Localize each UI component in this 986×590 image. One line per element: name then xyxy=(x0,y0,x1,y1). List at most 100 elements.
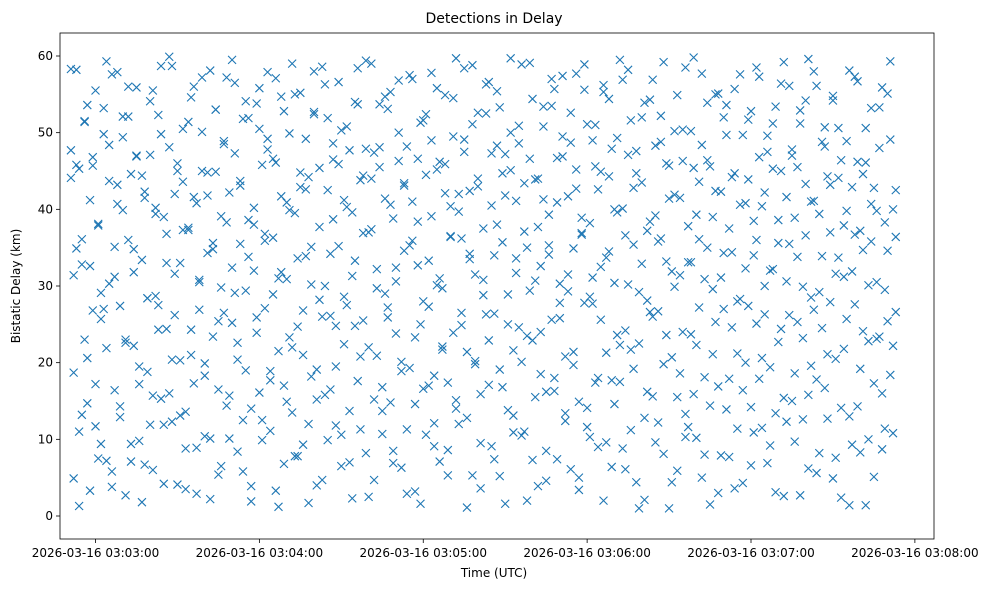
data-point xyxy=(200,371,210,381)
data-point xyxy=(394,128,404,138)
data-point xyxy=(711,317,720,327)
data-point xyxy=(637,178,647,187)
data-point xyxy=(244,252,253,262)
data-point xyxy=(427,211,436,221)
data-point xyxy=(143,367,152,377)
data-point xyxy=(268,290,278,299)
data-point xyxy=(790,369,800,378)
data-point xyxy=(514,139,524,148)
data-point xyxy=(254,124,264,134)
data-point xyxy=(407,197,417,207)
data-point xyxy=(678,327,688,337)
data-point xyxy=(468,470,477,480)
data-point xyxy=(773,238,783,248)
data-point xyxy=(724,452,734,462)
data-point xyxy=(768,119,778,128)
data-point xyxy=(776,166,786,176)
data-point xyxy=(806,361,816,371)
data-point xyxy=(645,95,655,105)
data-point xyxy=(885,56,895,66)
data-point xyxy=(500,149,510,159)
data-point xyxy=(784,239,794,249)
data-point xyxy=(661,330,671,340)
data-point xyxy=(560,408,570,418)
data-point xyxy=(380,289,390,299)
data-point xyxy=(265,366,275,376)
data-point xyxy=(372,351,382,361)
data-point xyxy=(257,435,267,445)
data-point xyxy=(405,363,414,373)
data-point xyxy=(820,142,830,151)
data-point xyxy=(629,240,638,249)
data-point xyxy=(380,194,390,203)
data-point xyxy=(765,362,775,372)
data-point xyxy=(82,398,92,408)
data-point xyxy=(539,122,548,131)
data-point xyxy=(328,155,338,164)
data-point xyxy=(872,277,882,287)
data-point xyxy=(118,205,128,215)
data-point xyxy=(670,190,679,200)
data-point xyxy=(350,97,360,107)
data-point xyxy=(339,292,349,302)
data-point xyxy=(356,175,365,185)
data-point xyxy=(315,295,324,305)
data-point xyxy=(749,250,759,260)
data-point xyxy=(388,458,398,468)
data-point xyxy=(183,225,193,235)
data-point xyxy=(708,212,718,222)
data-point xyxy=(413,260,423,270)
data-point xyxy=(134,436,144,446)
y-axis-label: Bistatic Delay (km) xyxy=(9,229,23,344)
data-point xyxy=(230,78,240,88)
data-point xyxy=(672,90,682,100)
data-point xyxy=(853,76,862,86)
data-point xyxy=(667,267,677,276)
data-point xyxy=(571,69,581,79)
data-point xyxy=(66,145,76,155)
data-point xyxy=(683,221,693,231)
data-point xyxy=(506,53,516,63)
data-point xyxy=(711,89,720,99)
data-point xyxy=(495,102,505,112)
data-point xyxy=(831,269,841,279)
data-point xyxy=(754,72,764,82)
data-point xyxy=(506,128,516,138)
data-point xyxy=(864,434,873,444)
data-point xyxy=(517,60,526,69)
data-point xyxy=(855,226,865,236)
data-point xyxy=(235,181,245,190)
data-point xyxy=(754,152,764,162)
data-point xyxy=(465,186,475,196)
data-point xyxy=(173,158,182,168)
data-point xyxy=(427,68,436,78)
data-point xyxy=(377,406,387,416)
chart-title: Detections in Delay xyxy=(425,11,562,27)
data-point xyxy=(476,389,486,399)
data-point xyxy=(607,375,617,385)
data-point xyxy=(850,230,860,240)
data-point xyxy=(282,198,292,207)
data-point xyxy=(569,360,578,370)
data-point xyxy=(588,273,597,282)
data-point xyxy=(323,435,333,445)
data-point xyxy=(336,430,346,440)
data-point xyxy=(317,312,327,322)
data-point xyxy=(771,408,780,418)
data-point xyxy=(457,320,466,330)
data-point xyxy=(749,428,759,437)
data-point xyxy=(569,347,578,357)
data-point xyxy=(183,117,193,127)
data-point xyxy=(722,405,731,414)
data-point xyxy=(260,236,270,246)
data-point xyxy=(263,134,272,144)
data-point xyxy=(418,384,428,394)
data-point xyxy=(189,82,199,92)
data-point xyxy=(268,233,278,243)
data-point xyxy=(197,127,207,137)
data-point xyxy=(252,99,262,108)
data-point xyxy=(410,487,420,496)
data-point xyxy=(186,350,196,360)
data-point xyxy=(691,433,701,443)
data-point xyxy=(309,66,319,76)
